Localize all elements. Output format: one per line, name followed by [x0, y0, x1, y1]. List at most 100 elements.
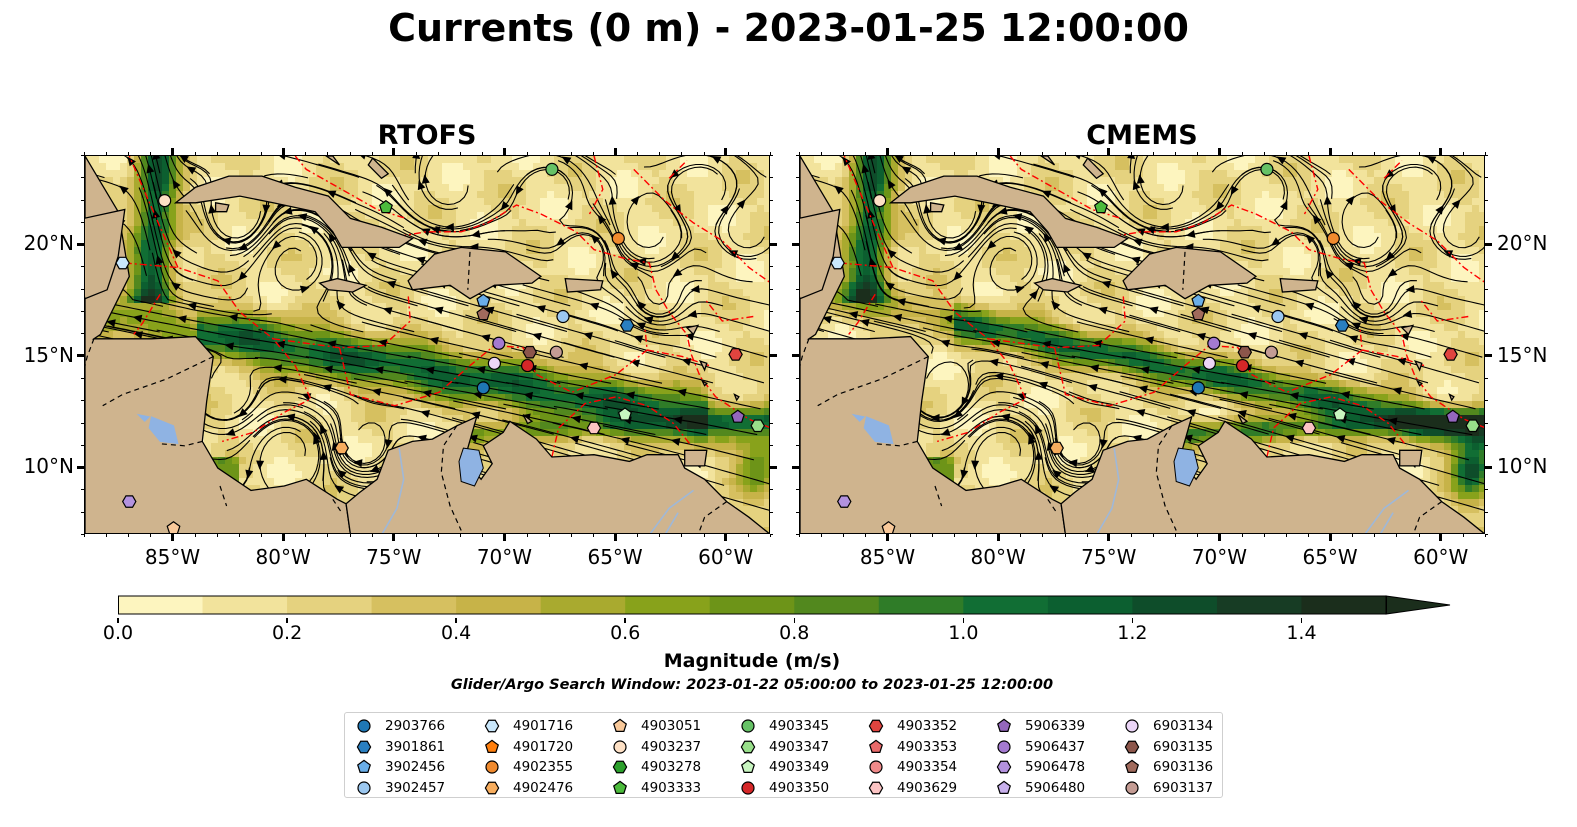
- minor-tick: [821, 152, 823, 155]
- streamline-arrow: [172, 179, 181, 190]
- minor-tick: [1396, 534, 1398, 537]
- eez-boundaries: [124, 156, 769, 458]
- colorbar-tick-label: 0.4: [441, 622, 472, 644]
- major-tick: [1107, 148, 1111, 155]
- colorbar-outline: [118, 595, 1387, 615]
- legend-label: 2903766: [385, 718, 446, 734]
- legend-marker-hexagon: [1124, 740, 1140, 753]
- minor-tick: [150, 152, 152, 155]
- minor-tick: [770, 377, 773, 379]
- float-6903135: [522, 345, 538, 359]
- streamline-arrow: [1132, 238, 1143, 247]
- streamline-arrow: [1081, 252, 1092, 261]
- streamline-arrow: [1287, 412, 1297, 421]
- colorbar-tick-label: 1.4: [1286, 622, 1317, 644]
- float-4902476: [334, 441, 349, 455]
- streamline-arrow: [430, 226, 441, 235]
- legend-marker-circle: [1125, 719, 1139, 733]
- river: [649, 489, 694, 533]
- minor-tick: [821, 534, 823, 537]
- streamline-arrow: [1251, 305, 1261, 313]
- minor-tick: [1042, 152, 1044, 155]
- float-5906339: [730, 409, 745, 423]
- legend-marker-pentagon: [997, 780, 1011, 794]
- legend-marker: [356, 740, 372, 753]
- streamline-arrow: [1135, 409, 1146, 417]
- float-6903134: [1202, 356, 1216, 370]
- streamline-arrow: [637, 301, 647, 311]
- float-markers: [115, 162, 766, 533]
- minor-tick: [681, 534, 683, 537]
- lake-maracaibo: [458, 447, 484, 487]
- map-panel-cmems: [799, 155, 1485, 534]
- streamline-arrow: [1140, 366, 1150, 374]
- legend-label: 4903350: [769, 779, 830, 796]
- land-southAmerica: [1060, 415, 1484, 533]
- streamline-arrow: [822, 315, 832, 324]
- streamline-arrow: [1028, 434, 1036, 445]
- streamline-arrow: [228, 313, 238, 322]
- streamline-arrow: [382, 307, 393, 315]
- streamline-arrow: [1237, 409, 1247, 418]
- streamline-arrow: [867, 156, 876, 160]
- minor-tick: [747, 534, 749, 537]
- legend-marker-hexagon: [996, 760, 1012, 774]
- minor-tick: [415, 534, 417, 537]
- minor-tick: [1020, 534, 1022, 537]
- streamline-arrow: [297, 213, 308, 222]
- streamline-arrow: [1402, 309, 1413, 318]
- streamline-arrow: [1089, 364, 1100, 373]
- legend-marker-circle: [485, 760, 499, 774]
- major-tick: [1485, 354, 1492, 358]
- minor-tick: [796, 511, 799, 513]
- legend-label: 4903629: [897, 779, 958, 796]
- legend-label: 4901720: [513, 738, 574, 755]
- river: [1096, 447, 1120, 533]
- major-tick: [171, 534, 175, 541]
- land-islaJuventud: [929, 202, 945, 213]
- streamline-arrow: [990, 339, 1001, 348]
- minor-tick: [482, 534, 484, 537]
- minor-tick: [796, 333, 799, 335]
- float-4903349: [617, 407, 632, 421]
- legend-marker-circle: [741, 780, 755, 795]
- minor-tick: [909, 534, 911, 537]
- minor-tick: [548, 534, 550, 537]
- legend-marker: [868, 781, 884, 794]
- land-bahamas1: [1040, 156, 1056, 166]
- streamline-arrow: [1351, 257, 1362, 266]
- float-4901716: [830, 256, 845, 270]
- float-5906437: [1207, 336, 1221, 350]
- streamline-arrow: [238, 408, 248, 418]
- streamline-arrow: [728, 250, 739, 258]
- streamline-arrow: [1387, 417, 1398, 426]
- streamline-arrow: [366, 252, 377, 261]
- legend-label: 4903345: [769, 718, 830, 734]
- legend-marker: [484, 719, 500, 733]
- float-5906478: [836, 495, 852, 508]
- streamline-arrow: [610, 269, 619, 279]
- float-markers: [830, 162, 1481, 533]
- streamline-arrow: [1148, 306, 1159, 315]
- legend-label: 3902457: [385, 779, 446, 796]
- streamline-arrow: [1405, 285, 1415, 294]
- minor-tick: [770, 333, 773, 335]
- minor-tick: [1374, 534, 1376, 537]
- colorbar-tick: [455, 618, 457, 623]
- minor-tick: [796, 444, 799, 446]
- lon-tick-label: 65°W: [1302, 545, 1358, 569]
- major-tick: [392, 148, 396, 155]
- float-4903237: [873, 193, 887, 208]
- streamline-arrow: [1039, 361, 1050, 369]
- minor-tick: [1418, 152, 1420, 155]
- streamline-arrow: [930, 413, 940, 422]
- streamline-arrow: [532, 332, 542, 341]
- lat-tick-label: 15°N: [1497, 342, 1548, 367]
- minor-tick: [976, 534, 978, 537]
- streamline-arrow: [1312, 214, 1322, 225]
- major-tick: [281, 534, 285, 541]
- streamline-arrow: [1399, 332, 1410, 341]
- minor-tick: [796, 422, 799, 424]
- streamline-arrow: [1344, 262, 1355, 271]
- minor-tick: [1042, 534, 1044, 537]
